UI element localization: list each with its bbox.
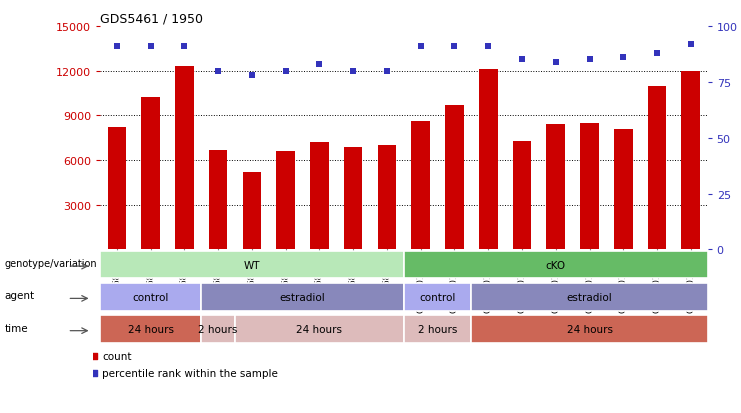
Bar [242,173,262,250]
Point [482,44,494,50]
Point [651,50,663,57]
Bar [682,71,700,250]
Text: control: control [133,292,169,302]
Point [212,68,224,75]
Text: 24 hours: 24 hours [567,324,613,335]
Point [289,150,301,156]
Bar [471,283,708,311]
Bar [479,70,497,250]
Bar [209,150,227,250]
Point [381,68,393,75]
Bar [378,146,396,250]
Point [617,55,629,62]
Bar [513,141,531,250]
Text: genotype/variation: genotype/variation [5,259,98,268]
Text: agent: agent [5,291,35,301]
Text: 24 hours: 24 hours [296,324,342,335]
Text: cKO: cKO [545,260,566,270]
Point [348,68,359,75]
Bar [404,283,471,311]
Text: count: count [102,351,131,361]
Text: 24 hours: 24 hours [127,324,173,335]
Bar [546,125,565,250]
Point [179,44,190,50]
Point [550,59,562,66]
Bar [404,251,708,279]
Text: 2 hours: 2 hours [418,324,457,335]
Point [289,304,301,311]
Bar [310,143,329,250]
Text: WT: WT [244,260,260,270]
Bar [142,98,160,250]
Bar [276,152,295,250]
Bar [235,316,404,343]
Bar [202,316,235,343]
Bar [100,316,202,343]
Text: time: time [5,323,28,333]
Bar [411,122,430,250]
Point [313,62,325,68]
Bar [100,283,202,311]
Bar [404,316,471,343]
Point [111,44,123,50]
Point [144,44,156,50]
Text: control: control [419,292,456,302]
Point [280,68,292,75]
Bar [344,147,362,250]
Bar [100,251,404,279]
Text: estradiol: estradiol [279,292,325,302]
Point [516,57,528,64]
Bar [202,283,404,311]
Point [448,44,460,50]
Point [415,44,427,50]
Bar [614,129,633,250]
Text: GDS5461 / 1950: GDS5461 / 1950 [100,13,203,26]
Bar [107,128,126,250]
Bar [445,106,464,250]
Text: estradiol: estradiol [567,292,612,302]
Bar [580,123,599,250]
Bar [648,86,666,250]
Text: percentile rank within the sample: percentile rank within the sample [102,368,278,378]
Point [584,57,596,64]
Point [685,41,697,48]
Text: 2 hours: 2 hours [199,324,238,335]
Bar [471,316,708,343]
Bar [175,67,193,250]
Point [246,73,258,79]
